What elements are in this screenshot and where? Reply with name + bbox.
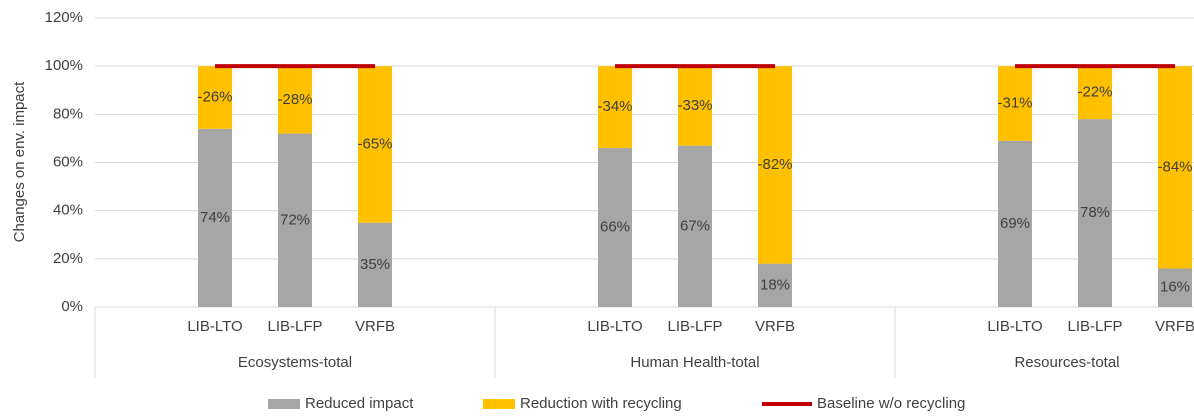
bar-segment bbox=[198, 128, 232, 307]
bar-segment bbox=[758, 263, 792, 307]
data-label: 72% bbox=[280, 211, 310, 228]
data-label: -84% bbox=[1157, 158, 1192, 175]
bar-segment bbox=[678, 66, 712, 146]
y-tick-label: 20% bbox=[53, 250, 83, 267]
bar-segment bbox=[598, 66, 632, 149]
y-tick-label: 0% bbox=[61, 298, 83, 315]
data-label: -34% bbox=[597, 98, 632, 115]
y-tick-label: 80% bbox=[53, 105, 83, 122]
bar-segment bbox=[1158, 268, 1192, 307]
data-label: -26% bbox=[197, 88, 232, 105]
data-label: 66% bbox=[600, 218, 630, 235]
bar-segment bbox=[998, 140, 1032, 307]
x-tick-label: VRFB bbox=[1155, 318, 1194, 335]
data-label: 69% bbox=[1000, 215, 1030, 232]
bar-segment bbox=[278, 66, 312, 134]
data-label: -65% bbox=[357, 135, 392, 152]
data-label: 78% bbox=[1080, 204, 1110, 221]
bar-segment bbox=[358, 222, 392, 307]
data-label: 74% bbox=[200, 209, 230, 226]
bar-segment bbox=[1078, 66, 1112, 120]
x-tick-label: LIB-LTO bbox=[187, 318, 242, 335]
data-label: -82% bbox=[757, 156, 792, 173]
legend-label: Reduced impact bbox=[305, 395, 414, 412]
y-tick-label: 120% bbox=[45, 9, 83, 26]
data-label: 16% bbox=[1160, 279, 1190, 296]
data-label: -28% bbox=[277, 91, 312, 108]
data-label: 67% bbox=[680, 217, 710, 234]
legend-label: Baseline w/o recycling bbox=[817, 395, 965, 412]
bar-segment bbox=[678, 145, 712, 307]
x-tick-label: LIB-LFP bbox=[1067, 318, 1122, 335]
group-label: Human Health-total bbox=[630, 354, 759, 371]
x-tick-label: LIB-LTO bbox=[987, 318, 1042, 335]
legend-swatch bbox=[483, 399, 515, 409]
legend-swatch bbox=[268, 399, 300, 409]
bar-segment bbox=[758, 66, 792, 264]
x-tick-label: LIB-LTO bbox=[587, 318, 642, 335]
y-tick-label: 60% bbox=[53, 153, 83, 170]
data-label: -31% bbox=[997, 94, 1032, 111]
x-tick-label: LIB-LFP bbox=[667, 318, 722, 335]
data-label: 18% bbox=[760, 276, 790, 293]
legend-label: Reduction with recycling bbox=[520, 395, 682, 412]
data-label: 35% bbox=[360, 256, 390, 273]
bar-segment bbox=[1078, 119, 1112, 308]
y-tick-label: 40% bbox=[53, 202, 83, 219]
y-tick-label: 100% bbox=[45, 57, 83, 74]
bar-segment bbox=[278, 133, 312, 307]
bar-segment bbox=[198, 66, 232, 129]
bar-segment bbox=[1158, 66, 1192, 269]
group-label: Ecosystems-total bbox=[238, 354, 352, 371]
bar-segment bbox=[598, 148, 632, 307]
bar-segment bbox=[358, 66, 392, 223]
x-tick-label: LIB-LFP bbox=[267, 318, 322, 335]
x-tick-label: VRFB bbox=[755, 318, 795, 335]
x-tick-label: VRFB bbox=[355, 318, 395, 335]
y-axis-label: Changes on env. impact bbox=[11, 81, 28, 242]
bar-segment bbox=[998, 66, 1032, 141]
group-label: Resources-total bbox=[1014, 354, 1119, 371]
data-label: -33% bbox=[677, 97, 712, 114]
data-label: -22% bbox=[1077, 84, 1112, 101]
